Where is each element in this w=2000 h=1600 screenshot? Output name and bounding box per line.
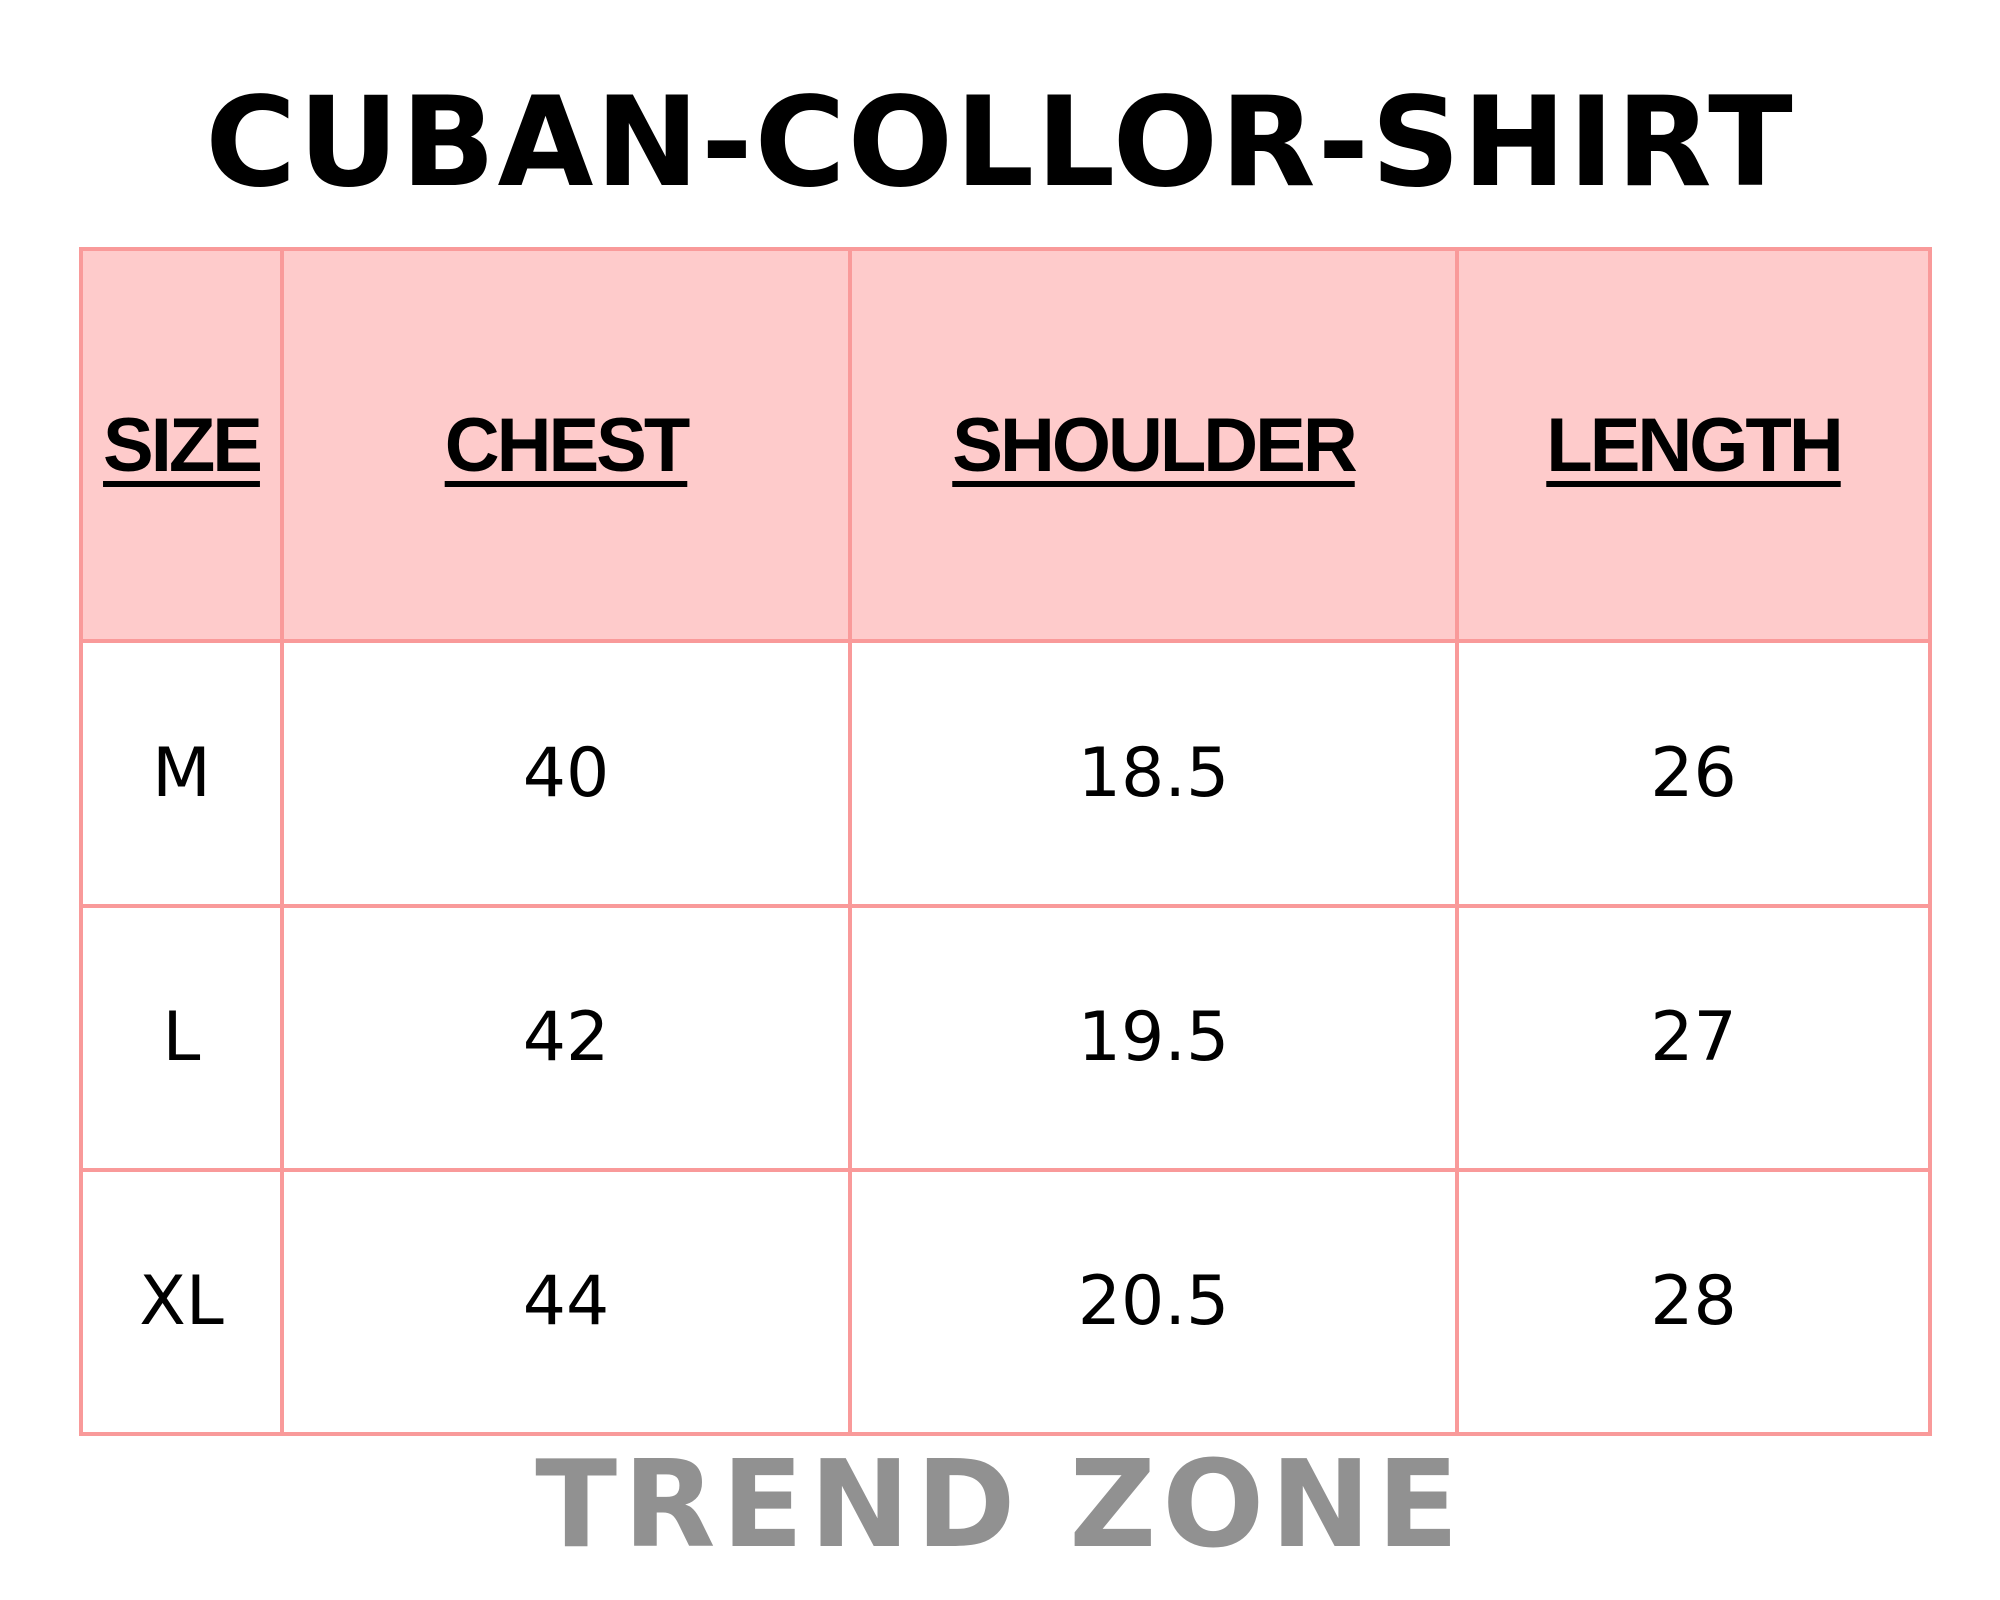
cell-size: M bbox=[79, 639, 284, 908]
header-chest: CHEST bbox=[280, 246, 852, 644]
cell-shoulder: 20.5 bbox=[848, 1167, 1459, 1437]
table-row: XL 44 20.5 28 bbox=[79, 1167, 1932, 1437]
cell-size: XL bbox=[79, 1167, 284, 1437]
cell-length: 26 bbox=[1455, 639, 1932, 908]
cell-shoulder: 18.5 bbox=[848, 639, 1459, 908]
cell-length: 28 bbox=[1455, 1167, 1932, 1437]
header-shoulder: SHOULDER bbox=[848, 246, 1459, 644]
header-length: LENGTH bbox=[1455, 246, 1932, 644]
table-row: M 40 18.5 26 bbox=[79, 639, 1932, 908]
table-row: L 42 19.5 27 bbox=[79, 903, 1932, 1172]
cell-chest: 40 bbox=[280, 639, 852, 908]
header-row: SIZE CHEST SHOULDER LENGTH bbox=[79, 246, 1932, 644]
page-title: CUBAN-COLLOR-SHIRT bbox=[205, 71, 1795, 215]
cell-length: 27 bbox=[1455, 903, 1932, 1172]
cell-chest: 44 bbox=[280, 1167, 852, 1437]
size-chart-table: SIZE CHEST SHOULDER LENGTH M 40 18.5 26 … bbox=[79, 246, 1932, 1437]
header-size: SIZE bbox=[79, 246, 284, 644]
cell-chest: 42 bbox=[280, 903, 852, 1172]
cell-size: L bbox=[79, 903, 284, 1172]
brand-footer: TREND ZONE bbox=[535, 1436, 1465, 1575]
cell-shoulder: 19.5 bbox=[848, 903, 1459, 1172]
